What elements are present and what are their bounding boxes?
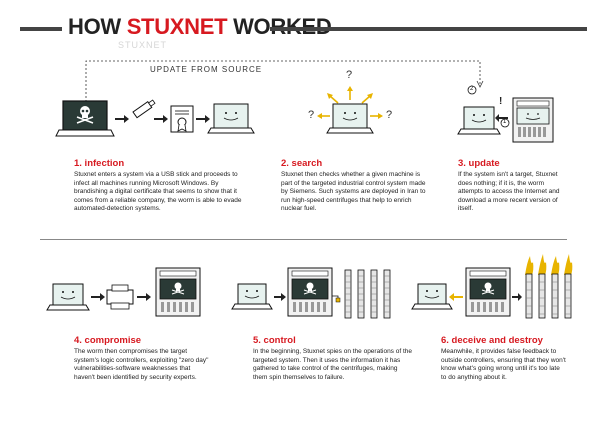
step-1-number: 1 <box>503 119 507 125</box>
arrow-icon <box>154 115 168 123</box>
arrow-icon <box>196 115 210 123</box>
step-4-title: 4. compromise <box>74 335 142 346</box>
infected-laptop-icon <box>55 100 115 137</box>
arrow-icon <box>495 114 508 122</box>
rack-icon <box>465 267 511 317</box>
step-2-text: Stuxnet then checks whether a given mach… <box>281 171 426 213</box>
search-rays-icon <box>317 86 383 119</box>
exclamation-icon: ! <box>499 96 503 107</box>
arrow-icon <box>137 293 151 301</box>
step-1-title: 1. infection <box>74 158 125 169</box>
arrow-icon <box>115 115 129 123</box>
smiley-icon <box>223 112 239 121</box>
laptop-icon <box>326 103 374 134</box>
smiley-icon <box>424 289 440 299</box>
smiley-icon <box>244 289 260 299</box>
printer-icon <box>106 284 134 310</box>
usb-stick-icon <box>132 99 156 119</box>
step-1-marker <box>500 118 510 128</box>
fire-icon <box>525 254 573 275</box>
step-2-title: 2. search <box>281 158 323 169</box>
smiley-icon <box>342 112 358 121</box>
rack-icon <box>155 267 201 317</box>
laptop-icon <box>457 106 501 135</box>
update-from-source-label: UPDATE FROM SOURCE <box>150 65 263 74</box>
question-mark-icon: ? <box>386 109 393 121</box>
smiley-icon <box>471 114 487 123</box>
update-illustration <box>457 85 554 143</box>
skull-icon <box>171 282 185 295</box>
step-2-marker <box>467 85 477 95</box>
step-4-text: The worm then compromises the target sys… <box>74 348 209 381</box>
arrow-icon <box>449 293 463 301</box>
step-1-text: Stuxnet enters a system via a USB stick … <box>74 171 242 213</box>
section-divider <box>40 239 567 240</box>
arrow-icon <box>512 293 522 301</box>
arrow-icon <box>274 293 286 301</box>
smiley-icon <box>525 113 541 120</box>
step-3-title: 3. update <box>458 158 500 169</box>
skull-icon <box>303 282 317 295</box>
question-mark-icon: ? <box>346 69 353 81</box>
question-mark-icon: ? <box>308 109 315 121</box>
step-5-text: In the beginning, Stuxnet spies on the o… <box>253 348 413 381</box>
certificate-icon <box>170 105 194 133</box>
skull-icon <box>76 106 94 124</box>
rack-icon <box>512 97 554 143</box>
centrifuge-icon <box>344 269 391 319</box>
rack-icon <box>287 267 333 317</box>
step-6-text: Meanwhile, it provides false feedback to… <box>441 348 566 381</box>
header-bar-right <box>270 27 587 31</box>
step-6-title: 6. deceive and destroy <box>441 335 543 346</box>
skull-icon <box>481 282 495 295</box>
arrow-icon <box>91 293 105 301</box>
centrifuge-icon <box>525 273 572 319</box>
smiley-icon <box>60 290 76 300</box>
laptop-icon <box>411 283 453 310</box>
laptop-icon <box>46 283 90 311</box>
header-bar-left <box>20 27 62 31</box>
laptop-icon <box>231 283 273 310</box>
page-title: HOW STUXNET WORKED <box>68 14 332 39</box>
step-5-title: 5. control <box>253 335 296 346</box>
ghost-title-reflection: STUXNET <box>118 40 168 50</box>
row1-illustrations <box>55 86 383 137</box>
step-2-number: 2 <box>470 86 474 92</box>
laptop-icon <box>207 103 255 134</box>
step-3-text: If the system isn't a target, Stuxnet do… <box>458 171 560 213</box>
